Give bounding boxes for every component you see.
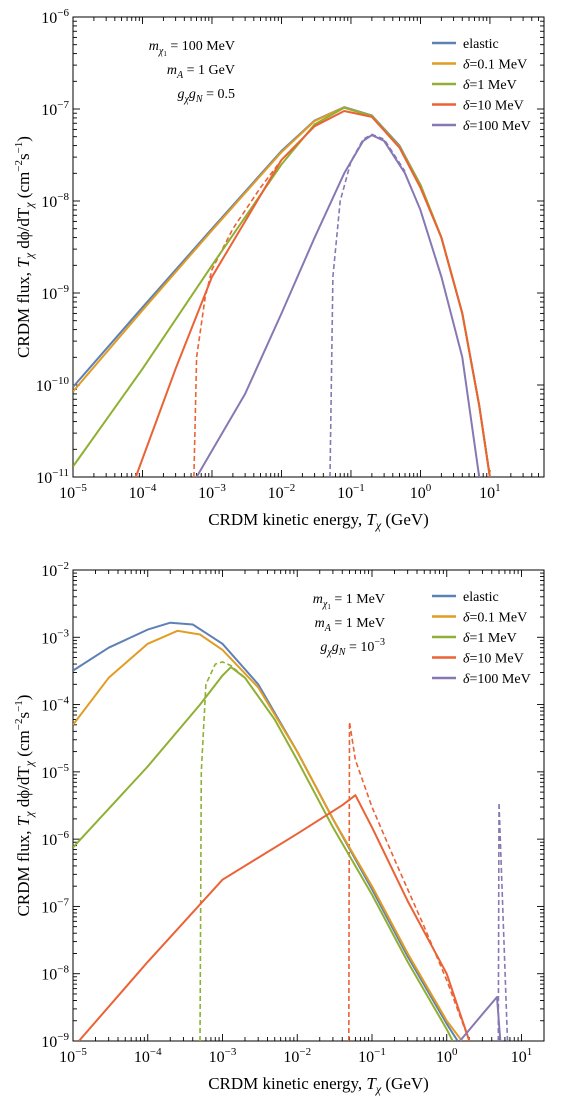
legend-label: δ=0.1 MeV xyxy=(463,58,527,73)
x-tick-label: 10−3 xyxy=(209,1046,237,1066)
y-tick-label: 10−8 xyxy=(41,964,69,984)
series-line-4 xyxy=(459,996,502,1041)
series-line-2 xyxy=(73,666,454,1041)
x-tick-label: 10−4 xyxy=(129,482,157,502)
x-tick-label: 10−1 xyxy=(358,1046,386,1066)
x-tick-label: 100 xyxy=(410,482,432,502)
y-tick-label: 10−3 xyxy=(41,627,69,647)
series-line-2 xyxy=(73,106,491,477)
legend-label: δ=100 MeV xyxy=(463,119,531,134)
dashed-series-line xyxy=(348,721,471,1041)
x-tick-label: 10−1 xyxy=(337,482,365,502)
legend-label: δ=0.1 MeV xyxy=(463,611,527,626)
plot-area xyxy=(73,106,491,477)
parameter-annotation: mA = 1 GeV xyxy=(167,63,235,81)
series-line-4 xyxy=(195,134,481,477)
legend-label: δ=1 MeV xyxy=(463,631,517,646)
plot-frame xyxy=(72,569,545,1042)
top-chart-panel: 10−5 10−4 10−3 10−2 10−1 100 101 10−11 10−10 10−9… xyxy=(13,7,545,532)
y-tick-label: 10−4 xyxy=(41,695,69,715)
legend-label: δ=10 MeV xyxy=(463,652,524,667)
legend-label: δ=1 MeV xyxy=(463,78,517,93)
x-axis-label: CRDM kinetic energy, Tχ (GeV) xyxy=(208,1074,429,1096)
legend-label: δ=10 MeV xyxy=(463,99,524,114)
y-tick-label: 10−5 xyxy=(41,762,69,782)
parameter-annotation: mA = 1 MeV xyxy=(315,616,385,634)
parameter-annotation: mχ1 = 1 MeV xyxy=(313,592,385,611)
y-tick-label: 10−11 xyxy=(36,467,69,487)
x-tick-label: 10−2 xyxy=(268,482,296,502)
x-tick-label: 10−3 xyxy=(198,482,226,502)
plot-frame xyxy=(72,16,545,478)
y-tick-label: 10−2 xyxy=(41,560,69,580)
x-tick-label: 10−5 xyxy=(59,482,87,502)
x-tick-label: 100 xyxy=(436,1046,458,1066)
legend-label: δ=100 MeV xyxy=(463,672,531,687)
x-tick-label: 10−2 xyxy=(283,1046,311,1066)
series-line-0 xyxy=(73,106,491,477)
y-tick-label: 10−6 xyxy=(41,829,69,849)
dashed-series-line xyxy=(329,133,406,477)
legend-label: elastic xyxy=(463,590,499,605)
dashed-series-line xyxy=(199,661,276,1041)
series-line-3 xyxy=(134,110,491,477)
y-tick-label: 10−8 xyxy=(41,191,69,211)
series-line-3 xyxy=(78,794,471,1041)
y-tick-label: 10−7 xyxy=(41,99,69,119)
y-axis-label: CRDM flux, Tχ dϕ/dTχ (cm−2s−1) xyxy=(13,136,36,358)
parameter-annotation: mχ1 = 100 MeV xyxy=(149,39,235,58)
y-tick-label: 10−7 xyxy=(41,896,69,916)
parameter-annotation: gχgN = 0.5 xyxy=(178,87,235,105)
plot-area xyxy=(73,621,509,1041)
y-tick-label: 10−6 xyxy=(41,7,69,27)
dashed-series-line xyxy=(193,125,316,477)
legend-label: elastic xyxy=(463,37,499,52)
dashed-series-line xyxy=(497,801,509,1041)
x-tick-label: 10−4 xyxy=(134,1046,162,1066)
x-tick-label: 101 xyxy=(511,1046,533,1066)
bottom-chart-panel: 10−5 10−4 10−3 10−2 10−1 100 101 10−9 10−8 10−7 10… xyxy=(13,560,545,1096)
series-line-0 xyxy=(73,621,459,1041)
x-axis-label: CRDM kinetic energy, Tχ (GeV) xyxy=(208,510,429,532)
x-tick-label: 10−5 xyxy=(59,1046,87,1066)
y-tick-label: 10−9 xyxy=(41,1031,69,1051)
y-tick-label: 10−10 xyxy=(36,375,70,395)
y-axis-label: CRDM flux, Tχ dϕ/dTχ (cm−2s−1) xyxy=(13,695,36,917)
series-line-1 xyxy=(73,106,491,477)
parameter-annotation: gχgN = 10−3 xyxy=(320,637,385,658)
y-tick-label: 10−9 xyxy=(41,283,69,303)
x-tick-label: 101 xyxy=(479,482,501,502)
series-line-1 xyxy=(73,629,463,1041)
